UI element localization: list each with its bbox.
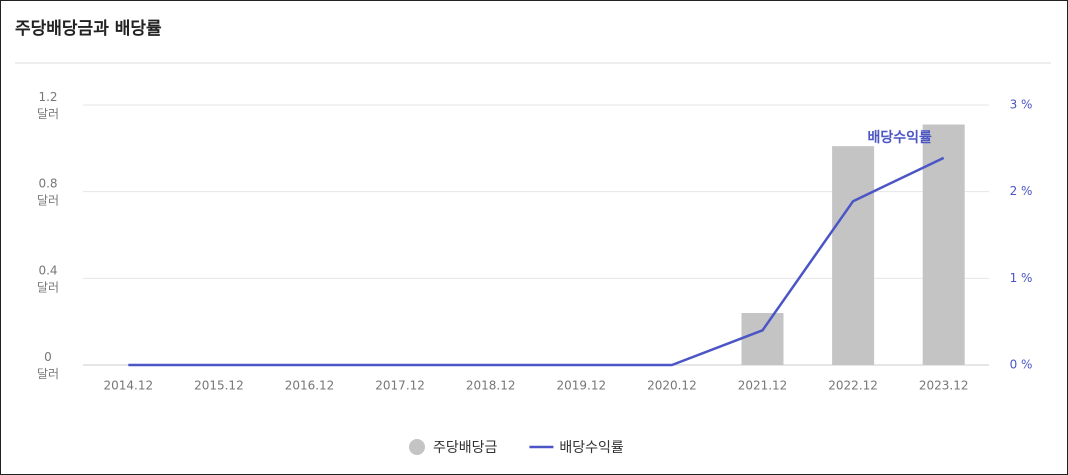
y2-tick-label: 0 % xyxy=(1010,358,1033,372)
x-tick-label: 2016.12 xyxy=(285,379,335,393)
legend-label: 주당배당금 xyxy=(433,440,498,456)
x-tick-label: 2018.12 xyxy=(466,379,516,393)
bar xyxy=(922,124,965,365)
line xyxy=(128,156,945,367)
x-tick-label: 2019.12 xyxy=(556,379,606,393)
x-tick-label: 2015.12 xyxy=(194,379,244,393)
y2-tick-label: 1 % xyxy=(1010,271,1033,285)
x-tick-label: 2021.12 xyxy=(738,379,788,393)
legend-label: 배당수익률 xyxy=(559,440,624,456)
x-tick-label: 2020.12 xyxy=(647,379,697,393)
y-tick-label: 0 달러 xyxy=(37,350,59,381)
annotation: 배당수익률 xyxy=(867,129,932,146)
bar xyxy=(741,313,784,365)
x-tick-label: 2022.12 xyxy=(828,379,878,393)
chart-title: 주당배당금과 배당률 xyxy=(15,19,162,39)
legend-swatch xyxy=(409,439,425,455)
y-tick-label: 0.4 달러 xyxy=(37,263,59,294)
y-tick-label: 1.2 달러 xyxy=(37,90,59,121)
y-tick-label: 0.8 달러 xyxy=(37,176,59,207)
y2-tick-label: 2 % xyxy=(1010,184,1033,198)
x-tick-label: 2023.12 xyxy=(919,379,969,393)
x-tick-label: 2014.12 xyxy=(103,379,153,393)
bar xyxy=(832,146,875,365)
x-tick-label: 2017.12 xyxy=(375,379,425,393)
y2-tick-label: 3 % xyxy=(1010,98,1033,112)
